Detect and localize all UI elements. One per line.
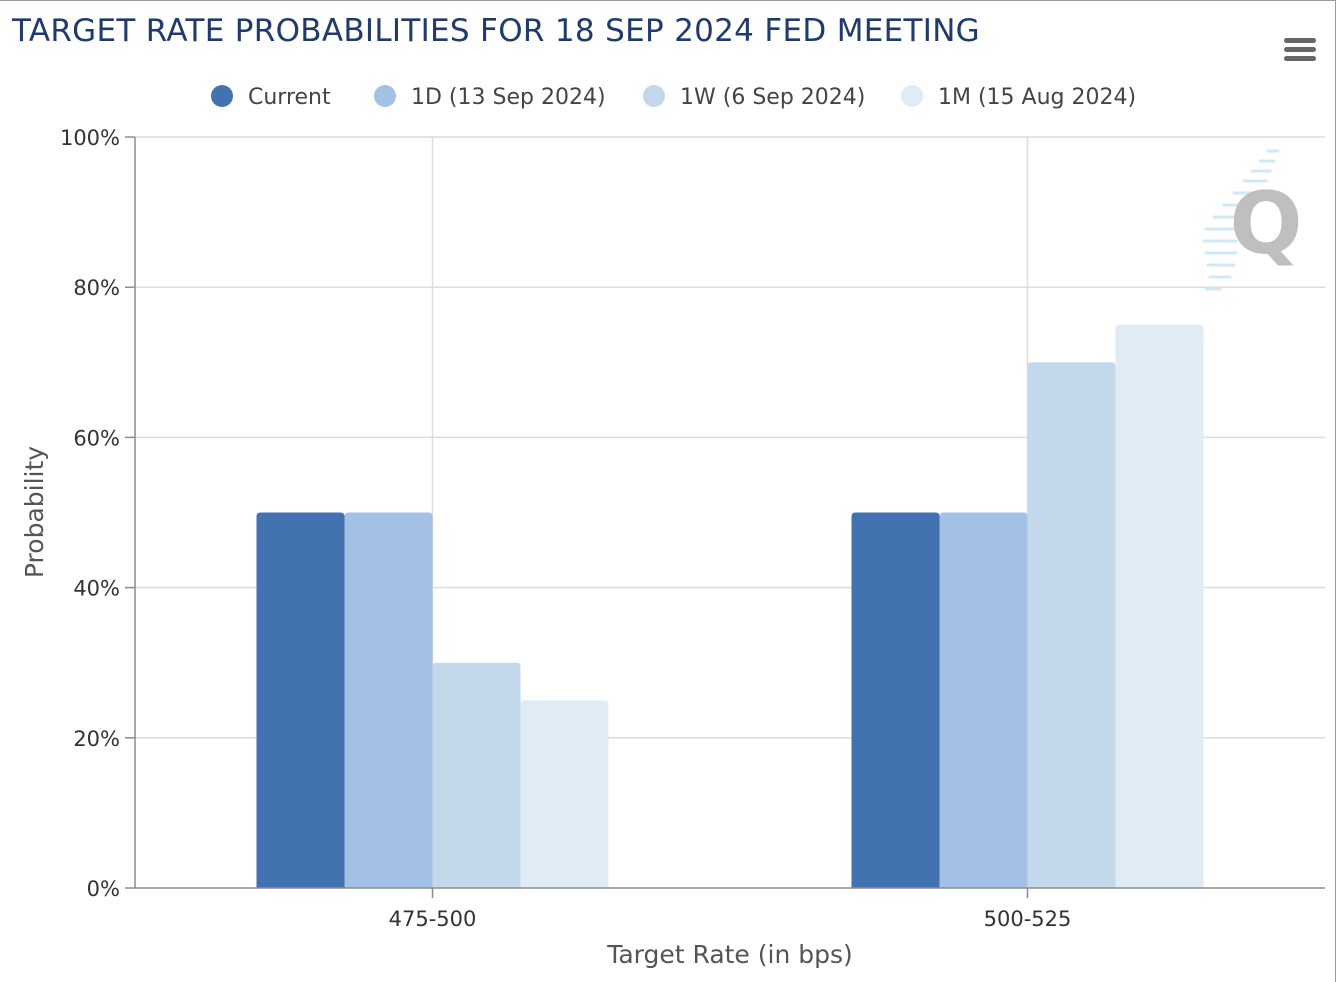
y-axis-title: Probability — [20, 446, 49, 578]
bar[interactable]: 1M (15 Aug 2024) · 475-500: 25% — [520, 700, 609, 888]
menu-line-bottom — [1284, 56, 1316, 61]
bar[interactable]: 1W (6 Sep 2024) · 500-525: 70% — [1027, 362, 1116, 888]
legend-item[interactable]: 1D (13 Sep 2024) — [374, 85, 606, 110]
legend: Current 1D (13 Sep 2024) 1W (6 Sep 2024) 1M… — [211, 85, 1136, 110]
legend-label: Current — [248, 85, 331, 110]
hamburger-menu-icon[interactable] — [1280, 35, 1320, 65]
y-tick-label: 60% — [73, 426, 120, 450]
legend-label: 1M (15 Aug 2024) — [938, 85, 1136, 110]
y-tick-label: 0% — [87, 877, 120, 901]
legend-swatch — [643, 85, 665, 107]
x-tick-label: 475-500 — [389, 907, 477, 931]
menu-line-top — [1284, 38, 1316, 43]
chart-title: TARGET RATE PROBABILITIES FOR 18 SEP 202… — [12, 13, 980, 49]
legend-swatch — [211, 85, 233, 107]
menu-line-middle — [1284, 47, 1316, 52]
legend-swatch — [374, 85, 396, 107]
legend-label: 1W (6 Sep 2024) — [680, 85, 865, 110]
bars: Current · 475-500: 50%1D (13 Sep 2024) ·… — [256, 324, 1204, 889]
bar[interactable]: 1D (13 Sep 2024) · 475-500: 50% — [344, 512, 433, 889]
x-axis-ticks: 475-500 500-525 — [389, 888, 1072, 931]
bar[interactable]: Current · 475-500: 50% — [256, 512, 345, 889]
watermark-logo: Q — [1202, 149, 1303, 291]
watermark-letter: Q — [1229, 174, 1302, 274]
x-tick-label: 500-525 — [984, 907, 1072, 931]
legend-item[interactable]: 1M (15 Aug 2024) — [901, 85, 1136, 110]
bar[interactable]: 1W (6 Sep 2024) · 475-500: 30% — [432, 662, 521, 888]
legend-item[interactable]: Current — [211, 85, 331, 110]
legend-swatch — [901, 85, 923, 107]
axis-lines — [134, 137, 1325, 889]
y-axis-ticks: 0% 20% 40% 60% 80% 100% — [60, 126, 135, 901]
y-tick-label: 100% — [60, 126, 120, 150]
bar[interactable]: 1D (13 Sep 2024) · 500-525: 50% — [939, 512, 1028, 889]
legend-item[interactable]: 1W (6 Sep 2024) — [643, 85, 865, 110]
legend-label: 1D (13 Sep 2024) — [411, 85, 606, 110]
x-axis-title: Target Rate (in bps) — [606, 940, 853, 969]
bar[interactable]: Current · 500-525: 50% — [851, 512, 940, 889]
y-tick-label: 20% — [73, 727, 120, 751]
y-tick-label: 80% — [73, 276, 120, 300]
y-tick-label: 40% — [73, 577, 120, 601]
bar[interactable]: 1M (15 Aug 2024) · 500-525: 75% — [1115, 324, 1204, 888]
